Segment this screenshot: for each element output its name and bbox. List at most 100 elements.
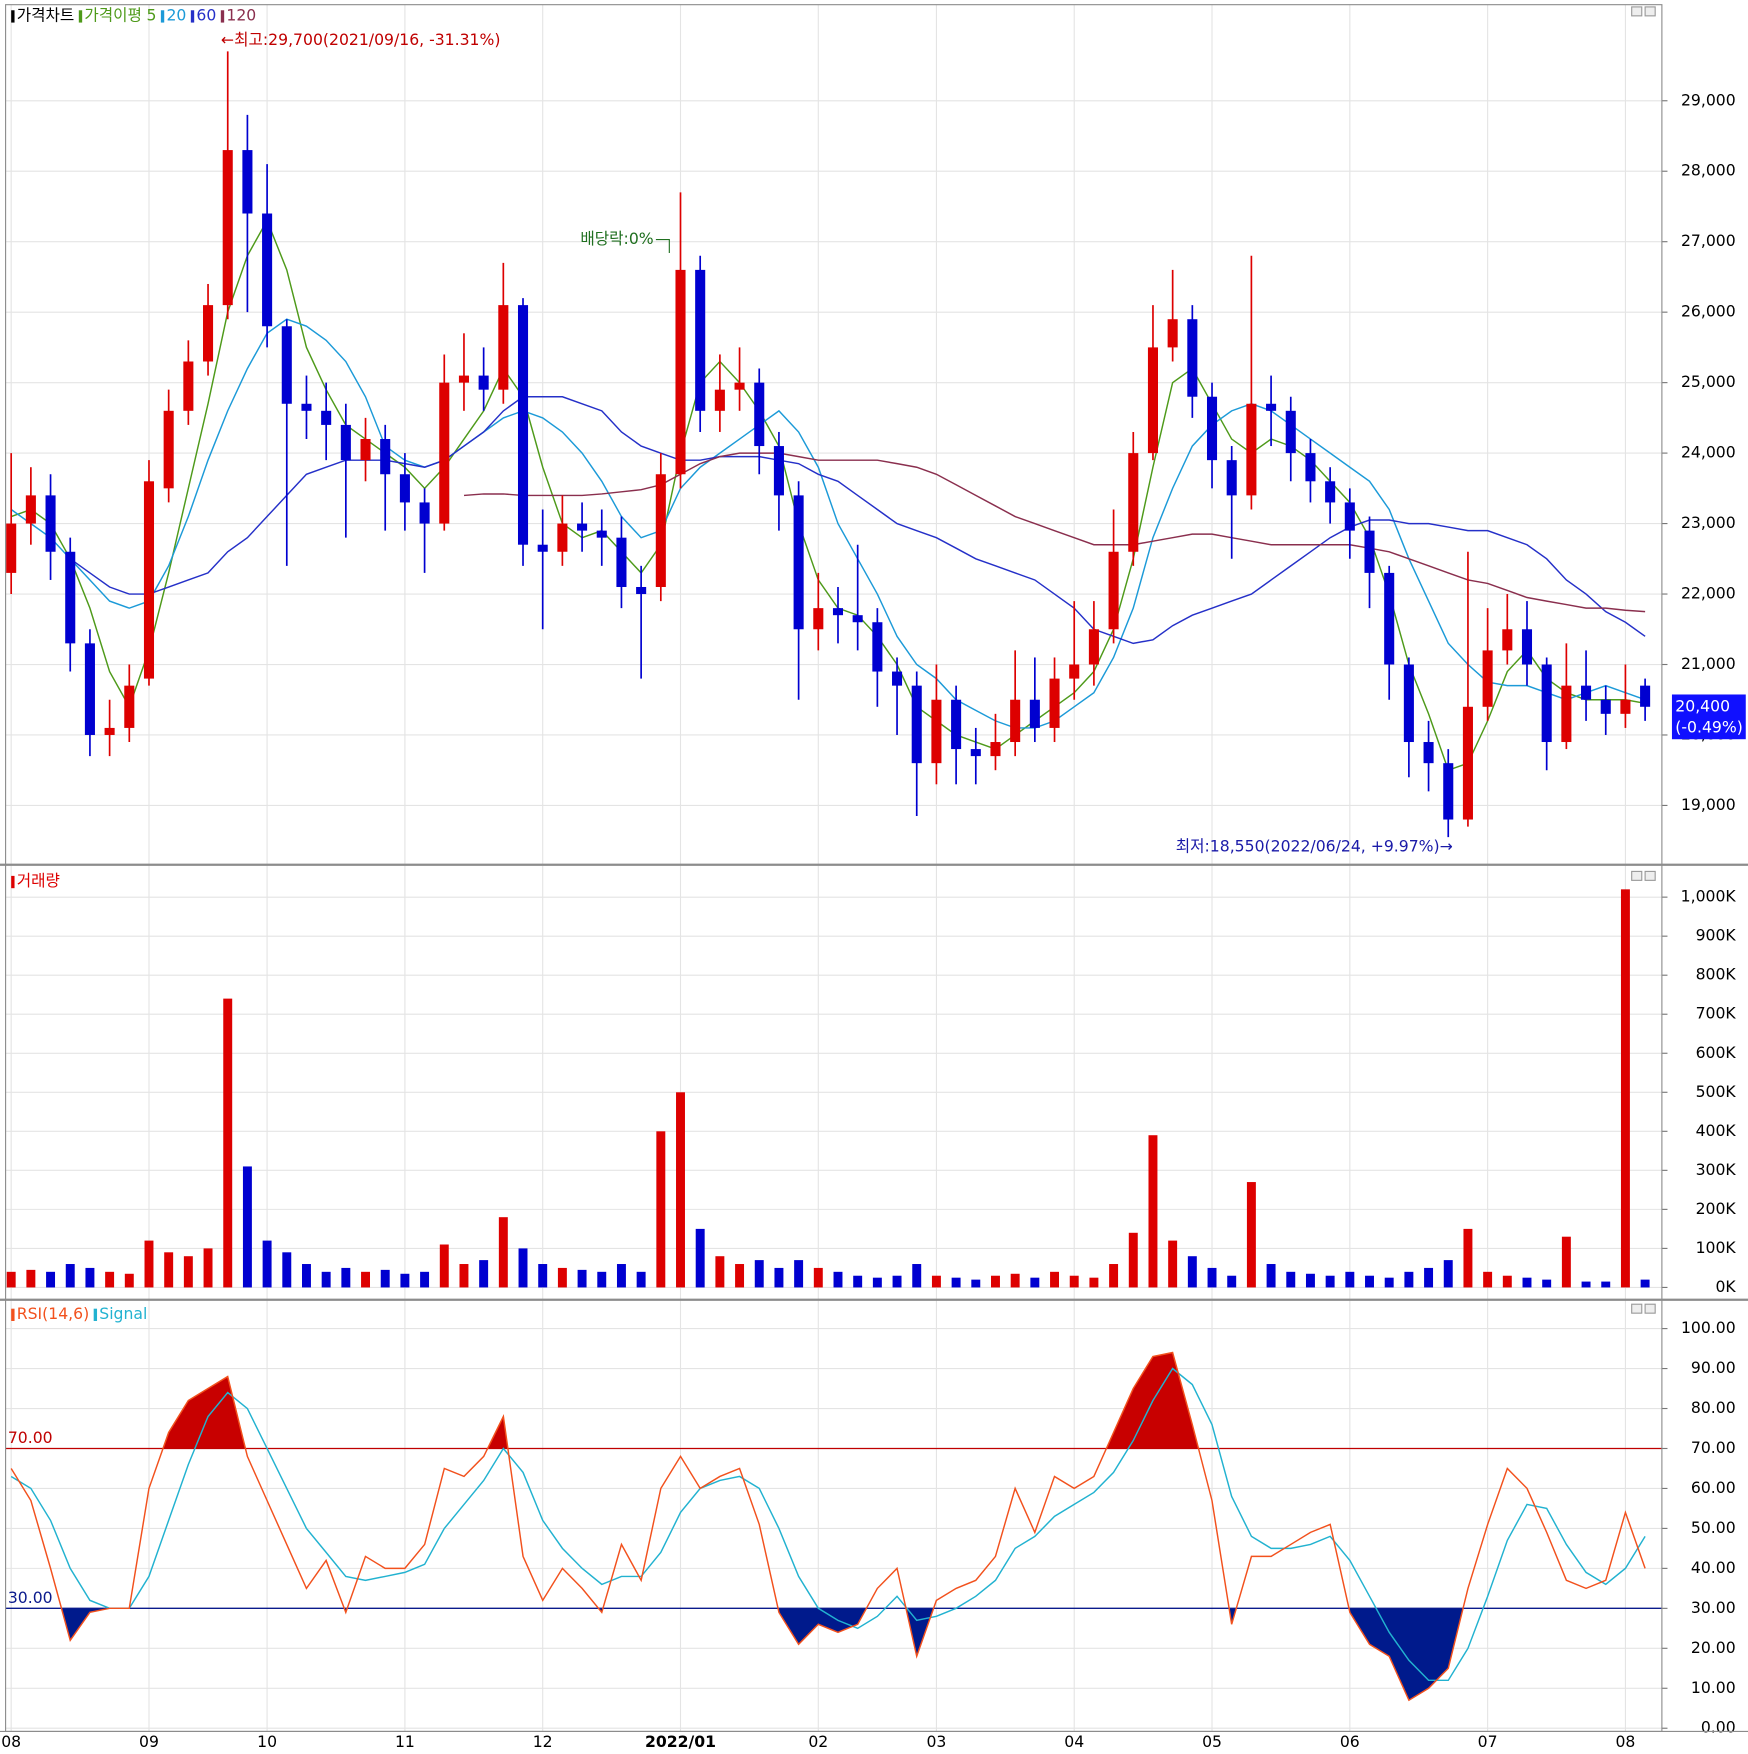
candle-body bbox=[1010, 699, 1021, 743]
volume-bar bbox=[105, 1271, 115, 1288]
y-tick-label: 21,000 bbox=[1681, 654, 1736, 673]
candle-body bbox=[695, 269, 706, 411]
candle-body bbox=[281, 326, 292, 404]
volume-bar bbox=[971, 1279, 981, 1288]
candle-body bbox=[419, 502, 430, 524]
candle-body bbox=[143, 481, 155, 679]
volume-bar bbox=[1286, 1271, 1296, 1288]
volume-bar bbox=[242, 1166, 252, 1288]
volume-bar bbox=[538, 1264, 548, 1288]
volume-bar bbox=[1109, 1264, 1119, 1288]
minimize-button[interactable] bbox=[1631, 6, 1643, 17]
y-tick-label: 90.00 bbox=[1691, 1358, 1736, 1377]
candle-body bbox=[84, 643, 95, 735]
candle-body bbox=[1108, 551, 1119, 630]
volume-bar bbox=[695, 1228, 705, 1288]
candle-body bbox=[773, 446, 784, 496]
candle-body bbox=[754, 382, 765, 447]
x-tick-label: 05 bbox=[1202, 1732, 1222, 1751]
candle-body bbox=[163, 410, 174, 489]
x-tick-label: 09 bbox=[139, 1732, 159, 1751]
label-layer: 08 09 10 11 12 2022/01 02 03 04 05 06 07 08 19,000 20,… bbox=[1, 5, 1746, 1751]
volume-bar bbox=[479, 1260, 489, 1288]
candle-body bbox=[557, 523, 568, 552]
candle-body bbox=[734, 382, 745, 390]
y-tick-label: 70.00 bbox=[1691, 1438, 1736, 1457]
close-button[interactable] bbox=[1644, 870, 1656, 881]
y-tick-label: 19,000 bbox=[1681, 795, 1736, 814]
volume-bar bbox=[1384, 1277, 1394, 1288]
y-tick-label: 30.00 bbox=[1691, 1598, 1736, 1617]
minimize-button[interactable] bbox=[1631, 1303, 1643, 1314]
volume-bar bbox=[498, 1217, 508, 1288]
volume-bar bbox=[124, 1273, 134, 1288]
volume-bar bbox=[1345, 1271, 1355, 1288]
volume-bar bbox=[203, 1248, 213, 1288]
candle-body bbox=[931, 699, 942, 764]
volume-bar bbox=[813, 1267, 823, 1288]
x-tick-label: 08 bbox=[1, 1732, 21, 1751]
candle-body bbox=[439, 382, 450, 524]
candle-body bbox=[793, 495, 804, 630]
last-change-label: (-0.49%) bbox=[1675, 718, 1743, 737]
y-tick-label: 20.00 bbox=[1691, 1638, 1736, 1657]
volume-bar bbox=[459, 1264, 469, 1288]
volume-bar bbox=[577, 1269, 587, 1288]
y-tick-label: 26,000 bbox=[1681, 302, 1736, 321]
candle-body bbox=[636, 586, 647, 595]
legend-label: RSI(14,6) bbox=[17, 1304, 89, 1323]
volume-bar bbox=[1207, 1267, 1217, 1288]
x-tick-label: 02 bbox=[808, 1732, 828, 1751]
volume-bar bbox=[1069, 1275, 1079, 1288]
candle-body bbox=[911, 685, 922, 764]
candle-body bbox=[203, 305, 214, 362]
y-tick-label: 80.00 bbox=[1691, 1398, 1736, 1417]
legend-label: Signal bbox=[99, 1304, 147, 1323]
y-tick-label: 24,000 bbox=[1681, 443, 1736, 462]
minimize-button[interactable] bbox=[1631, 870, 1643, 881]
candle-body bbox=[399, 474, 410, 503]
volume-bar bbox=[616, 1264, 626, 1288]
candle-body bbox=[1561, 685, 1572, 743]
y-tick-label: 40.00 bbox=[1691, 1558, 1736, 1577]
y-tick-label: 100.00 bbox=[1681, 1318, 1736, 1337]
y-tick-label: 0K bbox=[1715, 1277, 1736, 1296]
candle-body bbox=[1462, 706, 1473, 820]
volume-bar bbox=[794, 1260, 804, 1288]
oversold-fill bbox=[11, 1608, 1646, 1701]
volume-bar bbox=[1581, 1281, 1591, 1288]
x-tick-label: 03 bbox=[926, 1732, 946, 1751]
candle-body bbox=[951, 699, 962, 750]
volume-bar bbox=[420, 1271, 430, 1288]
x-tick-label: 11 bbox=[395, 1732, 415, 1751]
volume-bar bbox=[676, 1092, 685, 1288]
legend-label: 가격차트 bbox=[17, 5, 75, 24]
candle-body bbox=[990, 742, 1001, 757]
candle-body bbox=[832, 608, 844, 616]
candle-body bbox=[242, 150, 253, 214]
candle-body bbox=[1384, 572, 1395, 665]
volume-bar bbox=[26, 1269, 36, 1288]
candle-body bbox=[340, 424, 351, 461]
y-tick-label: 27,000 bbox=[1681, 231, 1736, 250]
candle-body bbox=[1325, 481, 1336, 503]
volume-bar bbox=[1227, 1275, 1237, 1288]
volume-bar bbox=[853, 1275, 863, 1288]
candle-body bbox=[1403, 664, 1414, 743]
close-button[interactable] bbox=[1644, 1303, 1656, 1314]
candle-body bbox=[25, 495, 36, 524]
volume-bar bbox=[931, 1275, 941, 1288]
volume-bar bbox=[1148, 1135, 1158, 1288]
volume-bar bbox=[735, 1264, 745, 1288]
x-tick-label: 08 bbox=[1615, 1732, 1635, 1751]
legend-marker bbox=[93, 1308, 98, 1321]
candle-body bbox=[1502, 629, 1513, 651]
x-tick-label: 04 bbox=[1064, 1732, 1084, 1751]
candle-body bbox=[1285, 410, 1296, 454]
moving-average-line bbox=[69, 396, 1646, 645]
volume-bar bbox=[1640, 1279, 1650, 1288]
last-price-box bbox=[1671, 694, 1746, 740]
close-button[interactable] bbox=[1644, 6, 1656, 17]
y-tick-label: 600K bbox=[1696, 1043, 1737, 1062]
